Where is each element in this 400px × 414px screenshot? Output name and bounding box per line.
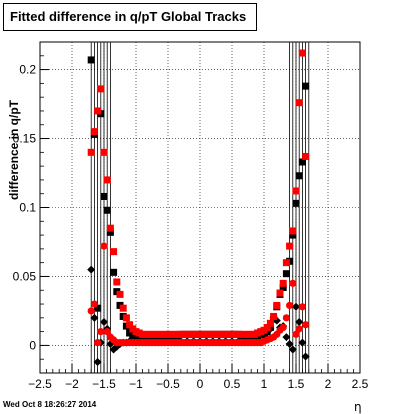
data-point-square (302, 152, 310, 160)
data-point-circle (292, 330, 300, 338)
data-point-square (279, 283, 287, 291)
data-point-square (282, 259, 290, 267)
data-point-diamond (295, 317, 304, 326)
data-point-circle (90, 300, 98, 308)
chart-title: Fitted difference in q/pT Global Tracks (3, 3, 257, 31)
x-tick-label: 1 (261, 377, 268, 391)
data-point-square (289, 231, 297, 239)
data-point-square (263, 323, 271, 331)
data-point-circle (103, 328, 111, 336)
grid (39, 42, 361, 373)
data-point-square (286, 242, 294, 250)
data-point-diamond (288, 345, 297, 354)
data-point-square (106, 228, 114, 236)
data-point-diamond (282, 333, 291, 342)
data-point-square (295, 99, 303, 107)
data-point-square (100, 192, 108, 200)
data-point-diamond (87, 265, 96, 274)
y-tick-label: 0.1 (19, 201, 36, 215)
data-point-diamond (292, 302, 300, 311)
data-point-square (279, 279, 287, 287)
y-tick-label: 0.05 (13, 269, 37, 283)
data-point-square (289, 227, 297, 235)
data-point-diamond (90, 313, 99, 322)
data-point-square (110, 268, 118, 276)
data-point-square (90, 128, 98, 136)
timestamp: Wed Oct 8 18:26:27 2014 (3, 400, 97, 409)
x-tick-label: −1.5 (92, 377, 116, 391)
x-tick-label: −0.5 (156, 377, 180, 391)
data-point-square (302, 82, 310, 90)
data-point-diamond (285, 340, 294, 349)
x-tick-label: −2.5 (28, 377, 52, 391)
data-point-square (266, 319, 274, 327)
data-point-square (122, 314, 130, 322)
data-point-square (298, 49, 306, 57)
data-point-square (126, 321, 134, 329)
x-tick-label: 0 (197, 377, 204, 391)
data-point-square (282, 270, 290, 278)
data-point-square (273, 301, 281, 309)
data-point-square (100, 148, 108, 156)
data-points (87, 49, 310, 366)
data-point-square (119, 304, 127, 312)
x-tick-label: 1.5 (288, 377, 305, 391)
data-point-circle (282, 314, 290, 322)
data-point-square (87, 56, 95, 64)
y-tick-label: 0.15 (13, 132, 37, 146)
data-point-diamond (298, 338, 307, 347)
error-bars (90, 42, 310, 373)
data-point-circle (286, 301, 294, 310)
data-point-square (276, 289, 284, 297)
x-tick-label: 2 (325, 377, 332, 391)
data-point-square (106, 224, 114, 232)
data-point-circle (279, 323, 287, 332)
data-point-square (292, 187, 300, 195)
x-tick-label: 2.5 (352, 377, 369, 391)
data-point-circle (295, 325, 303, 333)
data-point-square (94, 304, 102, 312)
y-tick-label: 0 (29, 338, 36, 352)
data-point-circle (94, 339, 102, 347)
x-tick-label: 0.5 (224, 377, 241, 391)
data-point-diamond (301, 352, 310, 361)
data-point-diamond (100, 317, 108, 326)
data-point-circle (87, 307, 95, 315)
data-point-square (295, 172, 303, 180)
x-tick-label: −2 (65, 377, 79, 391)
x-tick-label: −1 (129, 377, 143, 391)
data-point-diamond (93, 357, 102, 366)
data-point-square (110, 248, 118, 256)
y-axis: 0 0.05 0.1 0.15 0.2 (13, 41, 49, 374)
y-axis-label: difference in q/pT (7, 99, 21, 200)
data-point-circle (100, 242, 108, 250)
data-point-circle (302, 321, 310, 329)
data-point-square (116, 290, 124, 298)
data-point-circle (298, 303, 306, 311)
x-axis: −2.5 −2 −1.5 −1 −0.5 0 0.5 1 1.5 2 2.5 (28, 364, 369, 391)
data-point-square (103, 176, 111, 184)
data-point-circle (97, 328, 105, 336)
data-point-square (87, 148, 95, 156)
data-point-square (270, 312, 278, 320)
data-point-square (113, 278, 121, 286)
data-point-circle (289, 279, 297, 287)
y-tick-label: 0.2 (19, 63, 36, 77)
data-point-square (97, 85, 105, 93)
data-point-square (298, 158, 306, 166)
data-point-square (103, 206, 111, 214)
data-point-square (94, 107, 102, 115)
data-point-square (292, 199, 300, 207)
x-axis-label: η (354, 400, 362, 414)
